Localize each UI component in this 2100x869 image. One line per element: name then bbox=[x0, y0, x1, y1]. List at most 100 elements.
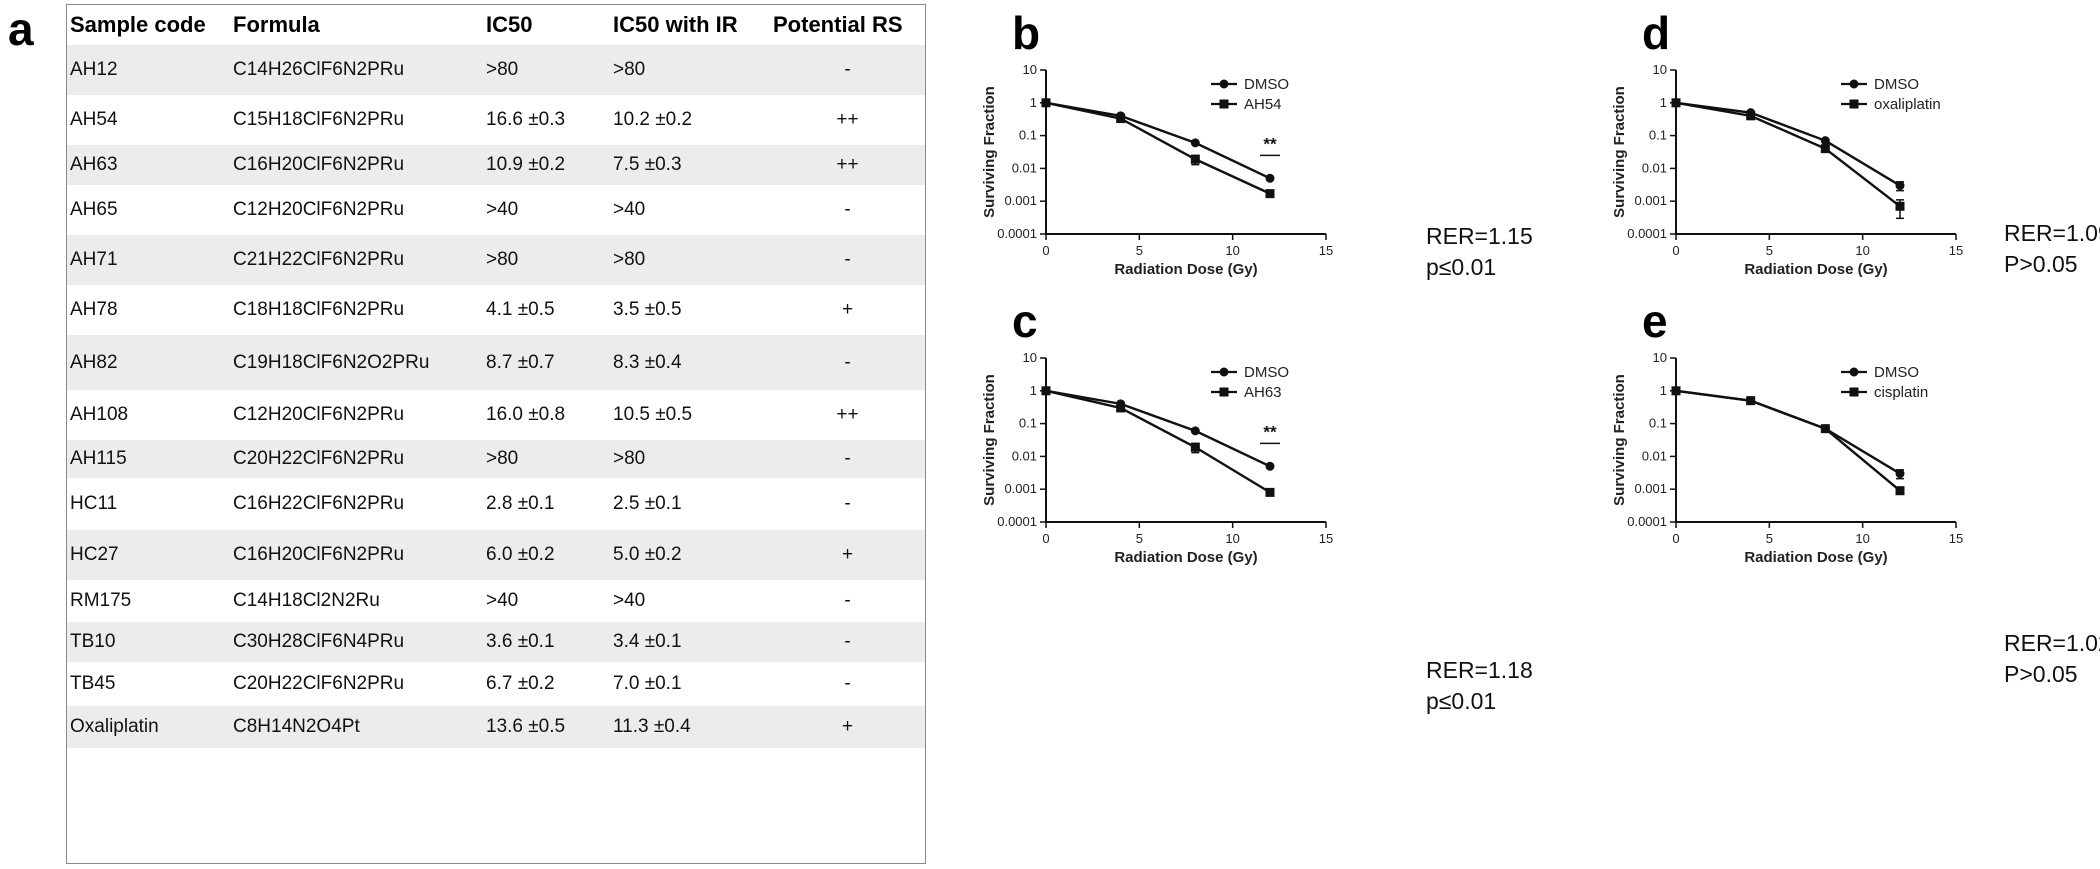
chart-c-svg: 10 1 0.1 0.01 0.001 0.0001 0 5 10 15 Radiation Dos… bbox=[981, 350, 1333, 566]
series-line-0 bbox=[1045, 101, 1271, 180]
cell-rs: - bbox=[770, 622, 925, 662]
cell-formula: C16H20ClF6N2PRu bbox=[230, 145, 483, 185]
cell-code: TB10 bbox=[67, 622, 230, 662]
series-line-0 bbox=[1675, 101, 1901, 187]
cell-formula: C12H20ClF6N2PRu bbox=[233, 199, 405, 220]
legend-marker-circle bbox=[1849, 79, 1859, 89]
legend-marker-circle bbox=[1219, 79, 1229, 89]
legend-marker-square bbox=[1849, 387, 1859, 397]
cell-ic50-ir: >80 bbox=[610, 440, 770, 478]
significance-label: ** bbox=[1263, 422, 1277, 441]
y-tick-label: 10 bbox=[1653, 350, 1667, 365]
cell-rs: ++ bbox=[836, 109, 859, 130]
legend-marker-square bbox=[1219, 99, 1229, 109]
cell-formula: C16H22ClF6N2PRu bbox=[233, 493, 405, 514]
chart-e: 10 1 0.1 0.01 0.001 0.0001 0 5 10 15 Radiation Dos… bbox=[1580, 350, 2000, 580]
data-point-circle bbox=[1895, 181, 1905, 191]
cell-ic50-ir: >40 bbox=[613, 199, 646, 220]
chart-c: 10 1 0.1 0.01 0.001 0.0001 0 5 10 15 Radiation Dos… bbox=[950, 350, 1370, 580]
y-axis-title: Surviving Fraction bbox=[981, 374, 998, 506]
cell-rs: - bbox=[844, 590, 851, 611]
x-tick-label: 10 bbox=[1225, 531, 1239, 546]
cell-code: AH65 bbox=[70, 199, 118, 220]
cell-ic50-ir: 3.5 ±0.5 bbox=[613, 299, 682, 320]
cell-rs: - bbox=[844, 673, 851, 694]
data-point-square bbox=[1820, 144, 1830, 154]
cell-rs: + bbox=[770, 706, 925, 748]
header-sample-code: Sample code bbox=[70, 12, 206, 37]
table-row: AH54 C15H18ClF6N2PRu 16.6 ±0.3 10.2 ±0.2 ++ bbox=[67, 95, 925, 145]
cell-ic50: 6.0 ±0.2 bbox=[483, 530, 610, 580]
table-row: AH115 C20H22ClF6N2PRu >80 >80- bbox=[67, 440, 925, 478]
cell-rs: - bbox=[844, 199, 851, 220]
chart-b: 10 1 0.1 0.01 0.001 0.0001 0 5 10 15 Radiation Dos… bbox=[950, 62, 1370, 292]
cell-rs: ++ bbox=[836, 404, 859, 425]
cell-formula: C16H20ClF6N2PRu bbox=[230, 530, 483, 580]
table-row: AH78 C18H18ClF6N2PRu 4.1 ±0.5 3.5 ±0.5 + bbox=[67, 285, 925, 335]
y-tick-label: 0.0001 bbox=[997, 514, 1037, 529]
x-tick-label: 0 bbox=[1042, 243, 1049, 258]
data-point-square bbox=[1820, 424, 1830, 434]
table-row: TB10 C30H28ClF6N4PRu 3.6 ±0.1 3.4 ±0.1- bbox=[67, 622, 925, 662]
legend-marker-square bbox=[1849, 99, 1859, 109]
data-point-square bbox=[1671, 386, 1681, 396]
cell-ic50-ir: 5.0 ±0.2 bbox=[610, 530, 770, 580]
series-line-1 bbox=[1045, 101, 1271, 195]
y-tick-label: 0.001 bbox=[1004, 481, 1037, 496]
legend-marker-square bbox=[1219, 387, 1229, 397]
y-tick-label: 0.001 bbox=[1634, 481, 1667, 496]
stats-b-rer: RER=1.15 bbox=[1426, 223, 1533, 249]
cell-code: AH71 bbox=[67, 235, 230, 285]
x-axis-title: Radiation Dose (Gy) bbox=[1114, 549, 1257, 566]
data-point-circle bbox=[1190, 138, 1200, 148]
table-row: HC27 C16H20ClF6N2PRu 6.0 ±0.2 5.0 ±0.2 + bbox=[67, 530, 925, 580]
data-point-square bbox=[1190, 154, 1200, 164]
data-point-square bbox=[1746, 396, 1756, 406]
panel-label-e: e bbox=[1642, 295, 1668, 347]
x-axis-title: Radiation Dose (Gy) bbox=[1744, 261, 1887, 278]
header-ic50: IC50 bbox=[486, 12, 533, 37]
y-tick-label: 0.01 bbox=[1642, 160, 1667, 175]
cell-ic50: 10.9 ±0.2 bbox=[483, 145, 610, 185]
stats-b: RER=1.15 p≤0.01 bbox=[1426, 221, 1533, 283]
cell-rs: ++ bbox=[770, 145, 925, 185]
x-tick-label: 5 bbox=[1766, 531, 1773, 546]
legend-label: cisplatin bbox=[1874, 384, 1928, 401]
cell-ic50-ir: 10.2 ±0.2 bbox=[613, 109, 693, 130]
data-point-circle bbox=[1190, 426, 1200, 436]
table-row: AH12 C14H26ClF6N2PRu >80 >80- bbox=[67, 45, 925, 95]
y-tick-label: 1 bbox=[1030, 95, 1037, 110]
cell-formula: C15H18ClF6N2PRu bbox=[233, 109, 405, 130]
cell-ic50: >80 bbox=[483, 440, 610, 478]
cell-rs: + bbox=[770, 530, 925, 580]
panel-label-c: c bbox=[1012, 295, 1038, 347]
cell-code: HC27 bbox=[67, 530, 230, 580]
cell-formula: C12H20ClF6N2PRu bbox=[233, 404, 405, 425]
table-row: HC11 C16H22ClF6N2PRu 2.8 ±0.1 2.5 ±0.1 - bbox=[67, 478, 925, 530]
stats-e-p: P>0.05 bbox=[2004, 661, 2078, 687]
data-point-square bbox=[1041, 98, 1051, 108]
y-tick-label: 0.01 bbox=[1012, 160, 1037, 175]
data-point-circle bbox=[1265, 461, 1275, 471]
legend-label: DMSO bbox=[1244, 364, 1289, 381]
table-row: AH82 C19H18ClF6N2O2PRu 8.7 ±0.7 8.3 ±0.4- bbox=[67, 335, 925, 390]
x-tick-label: 0 bbox=[1042, 531, 1049, 546]
cell-ic50-ir: >40 bbox=[613, 590, 646, 611]
cell-ic50: 16.6 ±0.3 bbox=[486, 109, 566, 130]
x-tick-label: 10 bbox=[1225, 243, 1239, 258]
cell-ic50: >80 bbox=[483, 45, 610, 95]
cell-ic50: >40 bbox=[486, 590, 519, 611]
cell-code: AH12 bbox=[67, 45, 230, 95]
cell-rs: - bbox=[770, 440, 925, 478]
x-tick-label: 5 bbox=[1766, 243, 1773, 258]
table-row: RM175 C14H18Cl2N2Ru >40 >40 - bbox=[67, 580, 925, 622]
stats-d: RER=1.09 P>0.05 bbox=[2004, 218, 2100, 280]
y-tick-label: 10 bbox=[1653, 62, 1667, 77]
cell-formula: C20H22ClF6N2PRu bbox=[230, 440, 483, 478]
table-row: AH65 C12H20ClF6N2PRu >40 >40 - bbox=[67, 185, 925, 235]
x-tick-label: 15 bbox=[1319, 531, 1333, 546]
y-tick-label: 0.0001 bbox=[1627, 514, 1667, 529]
cell-rs: - bbox=[770, 335, 925, 390]
header-formula: Formula bbox=[233, 12, 320, 37]
table-row: TB45 C20H22ClF6N2PRu 6.7 ±0.2 7.0 ±0.1 - bbox=[67, 662, 925, 706]
